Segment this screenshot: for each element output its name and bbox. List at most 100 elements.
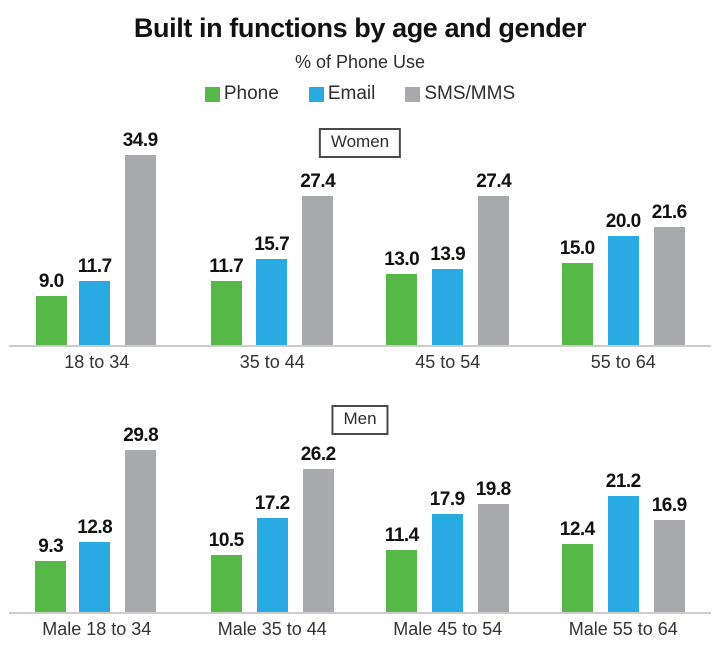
email-bar xyxy=(256,517,288,612)
x-axis-label: Male 45 to 54 xyxy=(393,618,503,639)
bar-value-label: 13.9 xyxy=(430,244,466,266)
sms-mms-bar xyxy=(653,519,685,612)
bar-column-sms-mms: 27.4 xyxy=(300,171,336,346)
bar-group: 9.0 11.7 34.9 xyxy=(9,125,185,346)
bar-value-label: 26.2 xyxy=(300,443,336,465)
chart-title: Built in functions by age and gender xyxy=(133,13,587,43)
bar-column-email: 11.7 xyxy=(77,256,112,346)
bar-column-phone: 9.3 xyxy=(35,535,67,612)
x-axis-label: Male 55 to 64 xyxy=(568,618,678,639)
x-axis-label: Male 35 to 44 xyxy=(217,618,327,639)
chart-subtitle: % of Phone Use xyxy=(294,52,426,73)
bar-column-email: 20.0 xyxy=(606,211,641,346)
x-axis-label: 55 to 64 xyxy=(590,352,656,373)
panel-men: Men 9.3 12.8 29.8 10.5 17.2 26.2 11.4 17.9 19.8 1… xyxy=(0,402,720,641)
phone-bar xyxy=(35,560,67,612)
bar-value-label: 10.5 xyxy=(208,529,244,551)
bar-column-email: 17.9 xyxy=(430,489,465,612)
email-bar xyxy=(79,281,111,346)
bar-value-label: 9.3 xyxy=(38,535,64,557)
legend-item-email: Email xyxy=(308,83,376,105)
bar-group: 10.5 17.2 26.2 xyxy=(185,402,361,612)
bar-column-email: 17.2 xyxy=(254,492,290,612)
sms-mms-bar xyxy=(653,227,685,346)
legend-label-phone: Phone xyxy=(223,83,279,105)
women-chart-area: Women 9.0 11.7 34.9 11.7 15.7 27.4 13.0 13.9 27.… xyxy=(9,125,712,348)
bar-column-sms-mms: 27.4 xyxy=(476,171,512,346)
bar-value-label: 21.6 xyxy=(651,202,687,224)
men-panel-label: Men xyxy=(331,404,389,435)
bar-value-label: 21.2 xyxy=(605,470,641,492)
sms-mms-bar xyxy=(124,155,156,346)
women-panel-label: Women xyxy=(318,128,402,159)
bar-group: 9.3 12.8 29.8 xyxy=(9,402,185,612)
men-chart-area: Men 9.3 12.8 29.8 10.5 17.2 26.2 11.4 17.9 19.8 1… xyxy=(9,402,711,614)
bar-value-label: 11.4 xyxy=(384,524,419,546)
bar-column-sms-mms: 16.9 xyxy=(652,495,687,612)
bar-value-label: 9.0 xyxy=(38,271,64,293)
bar-value-label: 29.8 xyxy=(123,424,159,446)
x-axis-label: Male 18 to 34 xyxy=(42,618,152,639)
bar-column-email: 15.7 xyxy=(254,234,290,346)
bar-column-sms-mms: 34.9 xyxy=(122,130,158,346)
x-axis-label: 35 to 44 xyxy=(239,352,305,373)
email-bar xyxy=(607,495,639,612)
bar-column-phone: 15.0 xyxy=(559,238,595,346)
phone-bar xyxy=(210,281,242,346)
bar-value-label: 15.7 xyxy=(254,234,290,256)
bar-value-label: 15.0 xyxy=(559,238,595,260)
bar-column-phone: 9.0 xyxy=(35,271,67,346)
bar-value-label: 19.8 xyxy=(475,478,511,500)
bar-value-label: 12.8 xyxy=(77,516,113,538)
bar-value-label: 27.4 xyxy=(476,171,512,193)
bar-value-label: 34.9 xyxy=(122,130,158,152)
blue-square-swatch-icon xyxy=(308,86,324,102)
email-bar xyxy=(607,236,639,346)
bar-value-label: 11.7 xyxy=(209,256,244,278)
phone-bar xyxy=(35,296,67,346)
men-x-axis: Male 18 to 34 Male 35 to 44 Male 45 to 54 M… xyxy=(9,614,711,641)
legend-label-email: Email xyxy=(327,83,376,105)
bar-value-label: 12.4 xyxy=(559,518,595,540)
phone-bar xyxy=(386,274,418,346)
phone-bar xyxy=(386,549,418,612)
bar-column-email: 12.8 xyxy=(77,516,113,612)
bar-value-label: 13.0 xyxy=(384,249,420,271)
email-bar xyxy=(256,259,288,346)
women-x-axis: 18 to 34 35 to 44 45 to 54 55 to 64 xyxy=(9,347,711,374)
bar-column-phone: 10.5 xyxy=(208,529,244,612)
x-axis-label: 45 to 54 xyxy=(415,352,481,373)
bar-value-label: 27.4 xyxy=(300,171,336,193)
bar-group: 12.4 21.2 16.9 xyxy=(536,402,712,612)
phone-bar xyxy=(561,263,593,346)
sms-mms-bar xyxy=(302,468,334,612)
x-axis-label: 18 to 34 xyxy=(64,352,130,373)
bar-column-phone: 12.4 xyxy=(559,518,595,612)
bar-column-phone: 11.7 xyxy=(209,256,244,346)
email-bar xyxy=(432,269,464,346)
bar-group: 11.4 17.9 19.8 xyxy=(360,402,536,612)
email-bar xyxy=(79,541,111,612)
bar-value-label: 11.7 xyxy=(77,256,112,278)
bar-column-email: 13.9 xyxy=(430,244,466,346)
bar-column-sms-mms: 29.8 xyxy=(123,424,159,612)
bar-column-sms-mms: 26.2 xyxy=(300,443,336,612)
bar-group: 15.0 20.0 21.6 xyxy=(536,125,712,346)
bar-column-phone: 13.0 xyxy=(384,249,420,346)
bar-value-label: 17.2 xyxy=(254,492,290,514)
legend-item-phone: Phone xyxy=(204,83,279,105)
panel-women: Women 9.0 11.7 34.9 11.7 15.7 27.4 13.0 13.9 27.… xyxy=(0,125,720,374)
bar-group: 11.7 15.7 27.4 xyxy=(185,125,361,346)
bar-group: 13.0 13.9 27.4 xyxy=(360,125,536,346)
sms-mms-bar xyxy=(478,196,510,346)
chart-legend: Phone Email SMS/MMS xyxy=(0,83,720,105)
bar-column-sms-mms: 19.8 xyxy=(475,478,511,612)
phone-bar xyxy=(561,543,593,612)
bar-column-phone: 11.4 xyxy=(384,524,419,612)
legend-label-sms-mms: SMS/MMS xyxy=(424,83,516,105)
phone-bar xyxy=(210,554,242,612)
green-square-swatch-icon xyxy=(204,86,220,102)
legend-item-sms-mms: SMS/MMS xyxy=(405,83,515,105)
sms-mms-bar xyxy=(125,449,157,612)
